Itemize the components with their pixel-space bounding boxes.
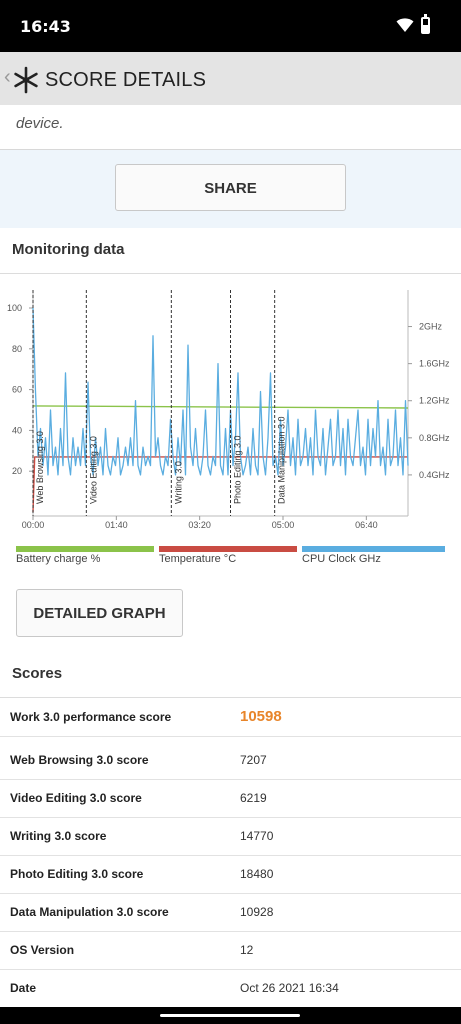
score-label: Data Manipulation 3.0 score bbox=[10, 905, 169, 919]
legend-temperature-label: Temperature °C bbox=[159, 553, 237, 565]
app-bar: ‹ SCORE DETAILS bbox=[0, 52, 461, 106]
score-value: 10598 bbox=[240, 708, 282, 725]
info-value: 12 bbox=[240, 943, 254, 957]
left-tick-label: 40 bbox=[12, 425, 22, 435]
score-value: 18480 bbox=[240, 867, 274, 881]
right-tick-label: 2GHz bbox=[419, 322, 443, 332]
info-value: Oct 26 2021 16:34 bbox=[240, 981, 339, 995]
monitoring-chart-svg: 100 80 60 40 20 2GHz 1.6GHz 1.2GHz 0.8GHz 0.4GHz 0… bbox=[7, 290, 450, 530]
series-line-cpu-clock bbox=[32, 307, 409, 476]
test-marker-label: Writing 3.0 bbox=[173, 461, 183, 504]
x-tick-label: 03:20 bbox=[188, 520, 211, 530]
detailed-graph-button[interactable]: DETAILED GRAPH bbox=[16, 589, 183, 637]
wifi-icon bbox=[396, 18, 414, 32]
score-row-data-manipulation: Data Manipulation 3.0 score 10928 bbox=[0, 893, 461, 932]
back-icon[interactable]: ‹ bbox=[4, 66, 11, 88]
series-line-battery bbox=[32, 405, 409, 409]
monitoring-chart: 100 80 60 40 20 2GHz 1.6GHz 1.2GHz 0.8GHz 0.4GHz 0… bbox=[0, 288, 461, 538]
legend-battery-swatch bbox=[16, 546, 154, 552]
x-tick-label: 05:00 bbox=[272, 520, 295, 530]
navigation-bar bbox=[0, 1007, 461, 1024]
test-marker-label: Video Editing 3.0 bbox=[88, 436, 98, 504]
right-tick-label: 1.6GHz bbox=[419, 359, 450, 369]
x-tick-label: 06:40 bbox=[355, 520, 378, 530]
score-value: 14770 bbox=[240, 829, 274, 843]
score-value: 6219 bbox=[240, 791, 267, 805]
legend-cpu-swatch bbox=[302, 546, 445, 552]
home-gesture-handle[interactable] bbox=[160, 1014, 300, 1017]
score-row-video-editing: Video Editing 3.0 score 6219 bbox=[0, 779, 461, 818]
test-marker-label: Photo Editing 3.0 bbox=[233, 435, 243, 504]
status-bar: 16:43 bbox=[0, 0, 461, 52]
score-label: Writing 3.0 score bbox=[10, 829, 107, 843]
x-tick-label: 01:40 bbox=[105, 520, 128, 530]
test-marker-label: Web Browsing 3.0 bbox=[35, 431, 45, 504]
score-label: Video Editing 3.0 score bbox=[10, 791, 142, 805]
score-row-photo-editing: Photo Editing 3.0 score 18480 bbox=[0, 855, 461, 894]
legend-temperature-swatch bbox=[159, 546, 297, 552]
score-label: Work 3.0 performance score bbox=[10, 710, 172, 724]
battery-icon bbox=[421, 14, 430, 34]
left-tick-label: 60 bbox=[12, 385, 22, 395]
scores-title: Scores bbox=[12, 665, 63, 682]
info-label: OS Version bbox=[10, 943, 75, 957]
left-tick-label: 20 bbox=[12, 466, 22, 476]
right-tick-label: 0.8GHz bbox=[419, 433, 450, 443]
score-value: 7207 bbox=[240, 753, 267, 767]
share-section: SHARE bbox=[0, 150, 461, 228]
scores-header: Scores bbox=[0, 650, 461, 698]
monitoring-title: Monitoring data bbox=[12, 241, 125, 258]
page-title: SCORE DETAILS bbox=[45, 69, 207, 91]
info-row-date: Date Oct 26 2021 16:34 bbox=[0, 969, 461, 1008]
right-tick-label: 0.4GHz bbox=[419, 470, 450, 480]
score-row-writing: Writing 3.0 score 14770 bbox=[0, 817, 461, 856]
score-value: 10928 bbox=[240, 905, 274, 919]
left-tick-label: 100 bbox=[7, 303, 22, 313]
score-row-web-browsing: Web Browsing 3.0 score 7207 bbox=[0, 741, 461, 780]
x-tick-label: 00:00 bbox=[22, 520, 45, 530]
test-description-card: device. bbox=[0, 105, 461, 150]
right-tick-label: 1.2GHz bbox=[419, 396, 450, 406]
score-label: Web Browsing 3.0 score bbox=[10, 753, 149, 767]
snowflake-logo-icon bbox=[14, 66, 38, 94]
score-row-work: Work 3.0 performance score 10598 bbox=[0, 698, 461, 737]
status-time: 16:43 bbox=[20, 17, 71, 36]
legend-cpu-label: CPU Clock GHz bbox=[302, 553, 381, 565]
monitoring-header: Monitoring data bbox=[0, 228, 461, 274]
share-button[interactable]: SHARE bbox=[115, 164, 346, 211]
test-description-text: device. bbox=[16, 115, 64, 132]
legend-battery-label: Battery charge % bbox=[16, 553, 101, 565]
info-row-os-version: OS Version 12 bbox=[0, 931, 461, 970]
score-label: Photo Editing 3.0 score bbox=[10, 867, 144, 881]
info-label: Date bbox=[10, 981, 37, 995]
test-marker-label: Data Manipulation 3.0 bbox=[277, 416, 287, 504]
left-tick-label: 80 bbox=[12, 344, 22, 354]
